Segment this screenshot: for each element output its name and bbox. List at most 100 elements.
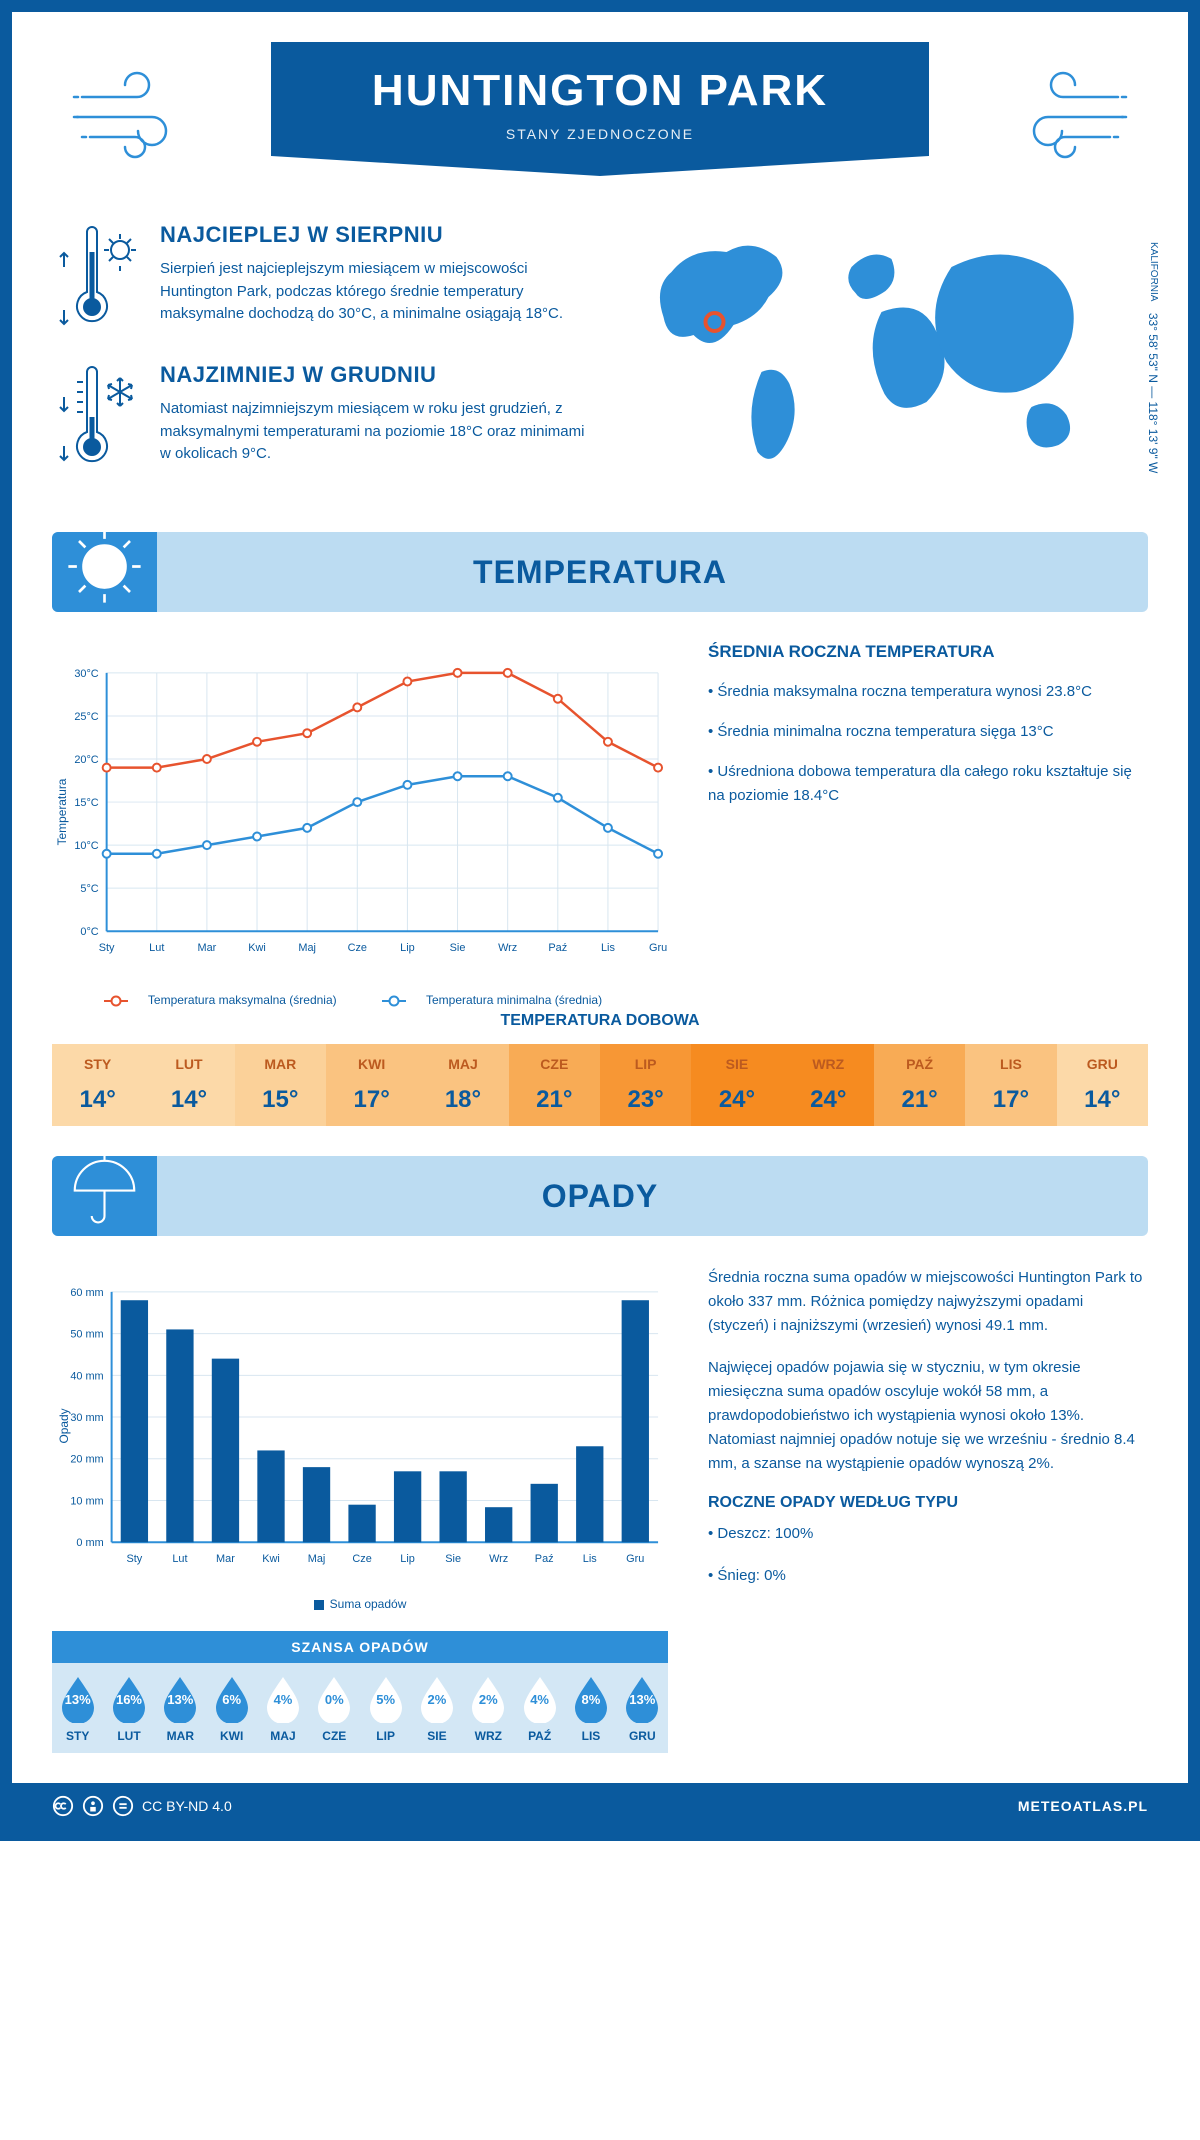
- svg-text:Wrz: Wrz: [489, 1553, 508, 1565]
- sun-icon: [62, 524, 147, 609]
- chance-cell: 2% SIE: [411, 1663, 462, 1753]
- chance-cell: 16% LUT: [103, 1663, 154, 1753]
- svg-text:Lut: Lut: [172, 1553, 187, 1565]
- svg-text:30°C: 30°C: [74, 668, 98, 680]
- svg-text:Kwi: Kwi: [248, 942, 266, 954]
- coldest-text: Natomiast najzimniejszym miesiącem w rok…: [160, 398, 585, 466]
- warmest-block: NAJCIEPLEJ W SIERPNIU Sierpień jest najc…: [52, 222, 585, 332]
- temperature-section-header: TEMPERATURA: [52, 532, 1148, 612]
- svg-text:Sie: Sie: [450, 942, 466, 954]
- thermometer-cold-icon: [52, 362, 142, 472]
- chance-cell: 13% STY: [52, 1663, 103, 1753]
- world-map: KALIFORNIA 33° 58' 53" N — 118° 13' 9" W: [615, 222, 1148, 502]
- svg-text:Lis: Lis: [601, 942, 615, 954]
- chance-cell: 0% CZE: [309, 1663, 360, 1753]
- svg-text:Wrz: Wrz: [498, 942, 517, 954]
- daily-temp-cell: GRU14°: [1057, 1044, 1148, 1126]
- svg-text:Temperatura: Temperatura: [55, 778, 69, 845]
- header: HUNTINGTON PARK STANY ZJEDNOCZONE: [52, 42, 1148, 212]
- svg-text:Mar: Mar: [216, 1553, 235, 1565]
- daily-temp-cell: LIP23°: [600, 1044, 691, 1126]
- bar-chart-legend: Suma opadów: [52, 1597, 668, 1611]
- svg-text:Lip: Lip: [400, 942, 415, 954]
- chance-cell: 6% KWI: [206, 1663, 257, 1753]
- daily-temp-cell: LUT14°: [143, 1044, 234, 1126]
- svg-text:Gru: Gru: [649, 942, 667, 954]
- daily-temp-cell: CZE21°: [509, 1044, 600, 1126]
- location-title: HUNTINGTON PARK: [281, 66, 919, 116]
- daily-temp-cell: MAJ18°: [417, 1044, 508, 1126]
- daily-temp-cell: PAŹ21°: [874, 1044, 965, 1126]
- coldest-title: NAJZIMNIEJ W GRUDNIU: [160, 362, 585, 388]
- svg-text:Cze: Cze: [352, 1553, 371, 1565]
- svg-text:Lis: Lis: [583, 1553, 597, 1565]
- svg-text:30 mm: 30 mm: [70, 1412, 103, 1424]
- svg-text:0 mm: 0 mm: [76, 1537, 103, 1549]
- footer: CC BY-ND 4.0 METEOATLAS.PL: [12, 1783, 1188, 1829]
- section-title: OPADY: [542, 1178, 658, 1215]
- temperature-summary: ŚREDNIA ROCZNA TEMPERATURA • Średnia mak…: [708, 642, 1148, 982]
- precip-summary: Średnia roczna suma opadów w miejscowośc…: [708, 1266, 1148, 1753]
- svg-text:Mar: Mar: [198, 942, 217, 954]
- svg-text:Maj: Maj: [298, 942, 316, 954]
- svg-text:Paź: Paź: [548, 942, 567, 954]
- daily-temp-cell: LIS17°: [965, 1044, 1056, 1126]
- country-subtitle: STANY ZJEDNOCZONE: [281, 126, 919, 142]
- svg-text:Opady: Opady: [57, 1408, 71, 1443]
- warmest-text: Sierpień jest najcieplejszym miesiącem w…: [160, 258, 585, 326]
- license-text: CC BY-ND 4.0: [142, 1798, 232, 1814]
- chance-cell: 13% GRU: [617, 1663, 668, 1753]
- svg-text:20°C: 20°C: [74, 754, 98, 766]
- section-title: TEMPERATURA: [473, 554, 727, 591]
- wind-icon: [1008, 62, 1128, 162]
- umbrella-icon: [62, 1148, 147, 1233]
- wind-icon: [72, 62, 192, 162]
- daily-temp-cell: STY14°: [52, 1044, 143, 1126]
- chance-cell: 5% LIP: [360, 1663, 411, 1753]
- cc-icon: [52, 1795, 74, 1817]
- chance-cell: 13% MAR: [155, 1663, 206, 1753]
- precip-chance-box: SZANSA OPADÓW 13% STY 16% LUT 13% MAR 6%…: [52, 1631, 668, 1753]
- svg-text:Lip: Lip: [400, 1553, 415, 1565]
- svg-text:15°C: 15°C: [74, 797, 98, 809]
- coordinates: KALIFORNIA 33° 58' 53" N — 118° 13' 9" W: [1146, 242, 1160, 473]
- title-banner: HUNTINGTON PARK STANY ZJEDNOCZONE: [271, 42, 929, 156]
- svg-text:Cze: Cze: [348, 942, 367, 954]
- svg-text:20 mm: 20 mm: [70, 1454, 103, 1466]
- svg-text:Sie: Sie: [445, 1553, 461, 1565]
- daily-temp-cell: KWI17°: [326, 1044, 417, 1126]
- daily-temp-cell: SIE24°: [691, 1044, 782, 1126]
- svg-text:60 mm: 60 mm: [70, 1287, 103, 1299]
- svg-text:25°C: 25°C: [74, 711, 98, 723]
- svg-text:50 mm: 50 mm: [70, 1329, 103, 1341]
- site-name: METEOATLAS.PL: [1018, 1798, 1148, 1814]
- temperature-line-chart: 0°C 5°C 10°C 15°C 20°C 25°C 30°C Sty Lut Mar Kwi Ma…: [52, 642, 668, 982]
- svg-text:10 mm: 10 mm: [70, 1495, 103, 1507]
- nd-icon: [112, 1795, 134, 1817]
- precip-section-header: OPADY: [52, 1156, 1148, 1236]
- svg-text:0°C: 0°C: [80, 926, 98, 938]
- svg-text:40 mm: 40 mm: [70, 1370, 103, 1382]
- coldest-block: NAJZIMNIEJ W GRUDNIU Natomiast najzimnie…: [52, 362, 585, 472]
- precip-bar-chart: 0 mm 10 mm 20 mm 30 mm 40 mm 50 mm 60 mm Sty Lut…: [52, 1266, 668, 1586]
- chance-cell: 4% PAŹ: [514, 1663, 565, 1753]
- svg-text:Paź: Paź: [535, 1553, 554, 1565]
- svg-text:Gru: Gru: [626, 1553, 644, 1565]
- svg-text:Sty: Sty: [126, 1553, 142, 1565]
- chance-cell: 8% LIS: [565, 1663, 616, 1753]
- svg-text:Maj: Maj: [308, 1553, 326, 1565]
- by-icon: [82, 1795, 104, 1817]
- temp-chart-legend: Temperatura maksymalna (średnia) Tempera…: [52, 993, 668, 1007]
- svg-text:Sty: Sty: [99, 942, 115, 954]
- svg-text:Kwi: Kwi: [262, 1553, 280, 1565]
- warmest-title: NAJCIEPLEJ W SIERPNIU: [160, 222, 585, 248]
- chance-cell: 4% MAJ: [257, 1663, 308, 1753]
- daily-temp-cell: MAR15°: [235, 1044, 326, 1126]
- svg-text:5°C: 5°C: [80, 883, 98, 895]
- daily-temp-title: TEMPERATURA DOBOWA: [52, 1012, 1148, 1030]
- svg-text:10°C: 10°C: [74, 840, 98, 852]
- svg-text:Lut: Lut: [149, 942, 164, 954]
- thermometer-hot-icon: [52, 222, 142, 332]
- daily-temp-strip: STY14°LUT14°MAR15°KWI17°MAJ18°CZE21°LIP2…: [52, 1044, 1148, 1126]
- daily-temp-cell: WRZ24°: [783, 1044, 874, 1126]
